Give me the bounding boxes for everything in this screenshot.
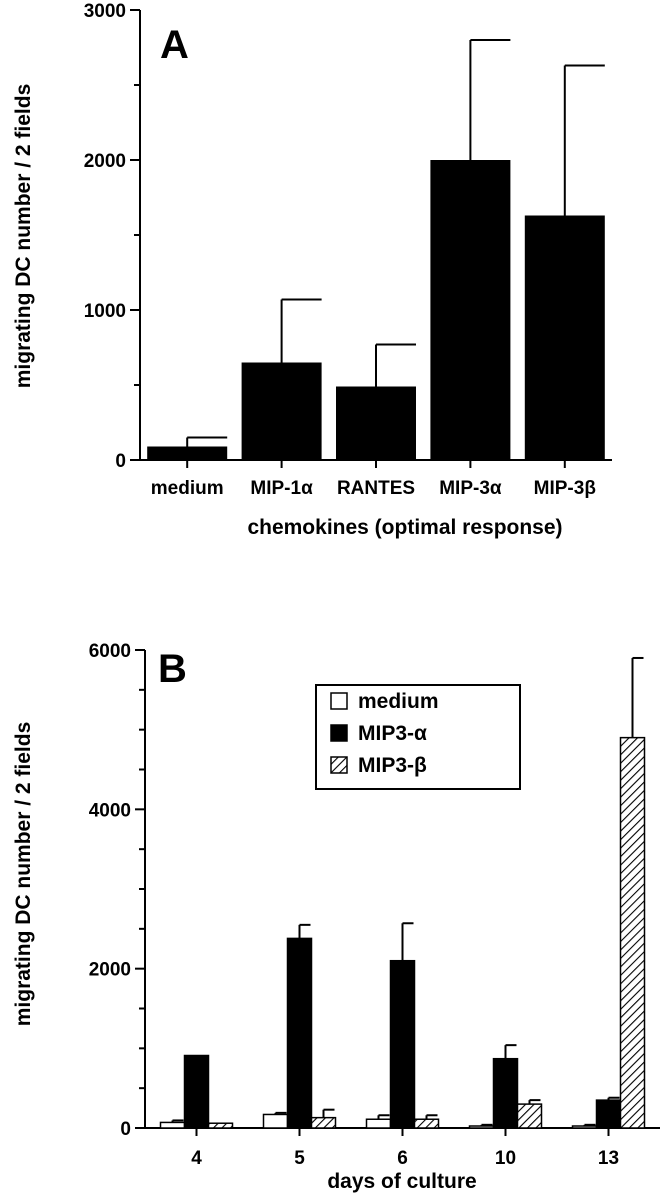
- category-label-rantes: RANTES: [337, 478, 415, 499]
- bar-mip3-beta-day-6: [413, 1118, 440, 1129]
- bar-mip3-alpha-day-5: [286, 937, 313, 1129]
- panel-b-y-tick-label: 2000: [89, 960, 131, 981]
- legend: medium MIP3-α MIP3-β: [315, 684, 521, 790]
- panel-b-chart: B days of culture migrating DC number / …: [12, 641, 660, 1193]
- panel-a-label: A: [160, 23, 189, 67]
- day-label-13: 13: [598, 1148, 619, 1169]
- panel-a-y-tick-label: 3000: [84, 1, 126, 22]
- bar-mip3-alpha-day-6: [389, 959, 416, 1129]
- category-label-mip-1alpha: MIP-1α: [250, 478, 313, 499]
- legend-label-mip3-alpha: MIP3-α: [358, 722, 427, 745]
- legend-label-medium: medium: [358, 690, 439, 713]
- bar-rantes: [336, 386, 416, 460]
- bar-mip-3beta: [524, 215, 605, 460]
- panel-b-x-axis-label: days of culture: [327, 1170, 476, 1193]
- legend-label-mip3-beta: MIP3-β: [358, 754, 427, 777]
- day-label-10: 10: [495, 1148, 516, 1169]
- bar-mip3-beta-day-13: [619, 736, 646, 1129]
- panel-b-y-tick-label: 4000: [89, 800, 131, 821]
- panel-a-chart: A chemokines (optimal response) migratin…: [12, 1, 612, 539]
- bar-medium-day-4: [159, 1121, 186, 1129]
- bar-medium-day-6: [365, 1118, 392, 1129]
- legend-swatch-mip3-beta: [330, 756, 348, 774]
- bar-medium-day-10: [468, 1125, 495, 1129]
- bar-mip3-beta-day-5: [310, 1116, 337, 1129]
- legend-swatch-medium: [330, 692, 348, 710]
- panel-b-y-axis-label: migrating DC number / 2 fields: [12, 722, 35, 1027]
- bar-mip3-beta-day-10: [516, 1103, 543, 1129]
- bar-medium-day-5: [262, 1113, 289, 1129]
- bar-mip3-alpha-day-13: [595, 1099, 622, 1129]
- panel-a-y-tick-label: 0: [115, 451, 126, 472]
- bar-medium: [147, 446, 228, 460]
- category-label-medium: medium: [151, 478, 224, 499]
- day-label-4: 4: [191, 1148, 202, 1169]
- bar-mip3-beta-day-4: [207, 1122, 234, 1129]
- day-label-5: 5: [294, 1148, 305, 1169]
- panel-b-label: B: [158, 647, 187, 691]
- category-label-mip-3beta: MIP-3β: [534, 478, 596, 499]
- panel-a-x-axis-label: chemokines (optimal response): [247, 516, 562, 539]
- bar-mip3-alpha-day-10: [492, 1057, 519, 1129]
- legend-box: [315, 684, 521, 790]
- bar-mip-3alpha: [430, 160, 511, 460]
- category-label-mip-3alpha: MIP-3α: [439, 478, 502, 499]
- legend-swatch-mip3-alpha: [330, 724, 348, 742]
- panel-a-y-axis-label: migrating DC number / 2 fields: [12, 84, 35, 389]
- bar-medium-day-13: [571, 1125, 598, 1129]
- panel-b-y-tick-label: 0: [120, 1119, 131, 1140]
- bar-mip-1alpha: [241, 362, 322, 460]
- panel-a-y-tick-label: 1000: [84, 301, 126, 322]
- day-label-6: 6: [397, 1148, 408, 1169]
- panel-a-y-tick-label: 2000: [84, 151, 126, 172]
- panel-b-y-tick-label: 6000: [89, 641, 131, 662]
- bar-mip3-alpha-day-4: [183, 1054, 210, 1129]
